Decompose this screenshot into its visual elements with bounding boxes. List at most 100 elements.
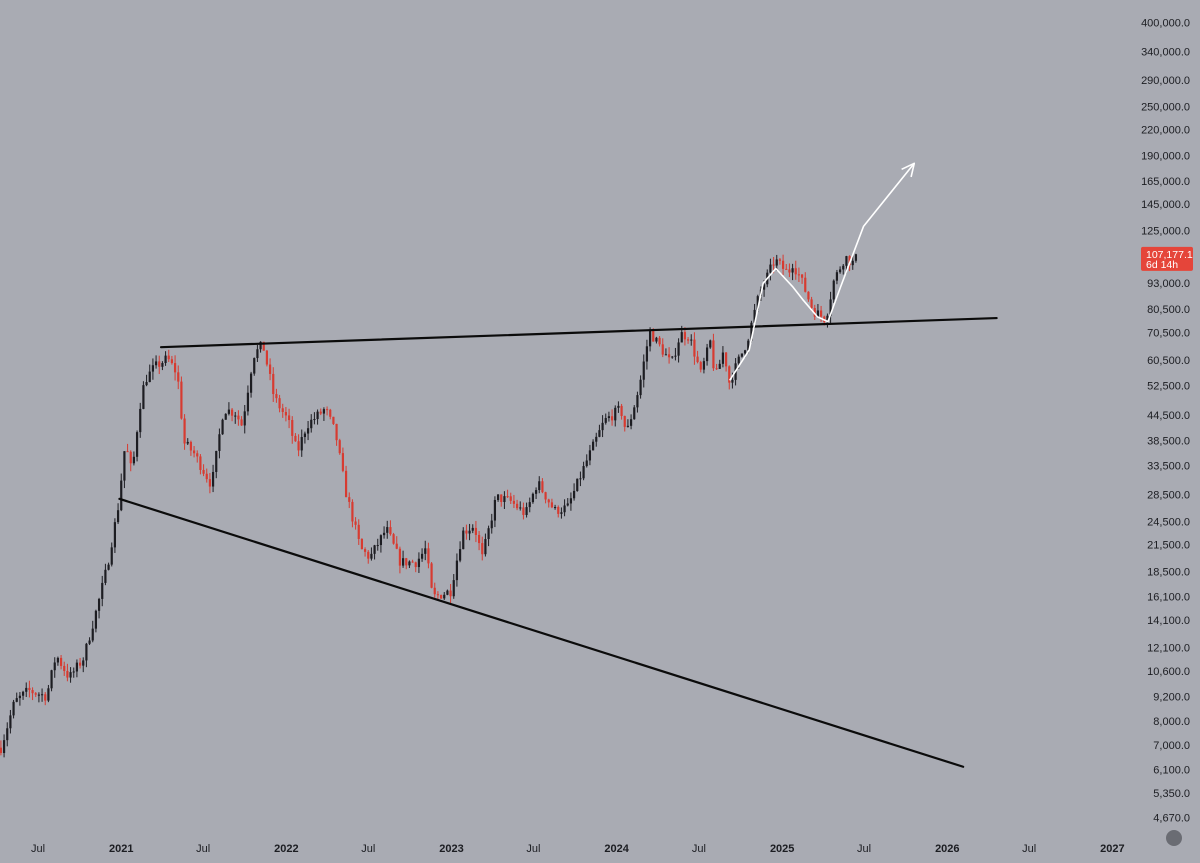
candle <box>72 667 75 678</box>
candle <box>446 589 449 596</box>
candle-body <box>715 368 718 370</box>
candle <box>455 553 459 587</box>
candle-body <box>826 315 829 323</box>
candle <box>335 423 338 446</box>
candle <box>813 304 816 321</box>
candle-body <box>667 354 671 358</box>
candle <box>800 274 804 284</box>
candle-body <box>363 549 367 552</box>
candle <box>424 540 427 561</box>
candle <box>642 354 645 388</box>
candle-body <box>348 497 351 502</box>
candle-body <box>842 265 845 270</box>
candle <box>316 409 319 425</box>
candle <box>778 257 782 265</box>
candle-body <box>633 407 636 420</box>
candle <box>686 337 690 344</box>
price-tick-label: 10,600.0 <box>1147 666 1190 678</box>
candle-body <box>591 441 595 451</box>
time-axis[interactable]: Jul 2021 Jul 2022 Jul 2023 Jul 2024 Jul 2025 Jul 20… <box>31 843 1125 855</box>
candle <box>791 263 794 281</box>
candle <box>804 272 807 293</box>
candle <box>645 339 649 370</box>
candle <box>221 418 224 435</box>
candle-body <box>129 451 132 464</box>
candle <box>291 416 294 444</box>
candle <box>224 413 227 420</box>
candle <box>82 657 85 673</box>
candle <box>12 699 15 719</box>
projection-path[interactable] <box>729 162 916 381</box>
projection-path-line[interactable] <box>729 162 915 381</box>
resistance-trend-line[interactable] <box>159 316 998 349</box>
candle-body <box>848 256 851 266</box>
candle-body <box>690 339 693 341</box>
candle-body <box>500 494 503 502</box>
candle-body <box>50 670 53 689</box>
candle-body <box>224 413 227 420</box>
candle-body <box>496 494 500 500</box>
candle-body <box>778 259 782 261</box>
candle <box>671 355 674 359</box>
candle-body <box>639 379 642 396</box>
candle <box>591 439 595 451</box>
candle-body <box>306 428 310 434</box>
candle <box>712 333 715 371</box>
candle-body <box>281 408 284 412</box>
candle-body <box>2 740 6 754</box>
support-trend-line[interactable] <box>118 497 965 768</box>
candle <box>487 525 490 547</box>
candle-body <box>234 415 237 417</box>
current-price-badge-background <box>1141 246 1193 271</box>
price-tick-label: 7,000.0 <box>1153 740 1190 752</box>
candle-body <box>743 350 747 354</box>
candle <box>158 355 161 375</box>
candle <box>427 542 430 569</box>
candle <box>123 451 126 489</box>
candle-body <box>538 481 541 491</box>
time-tick-label: 2027 <box>1100 843 1124 855</box>
candle <box>604 413 607 425</box>
candle <box>246 385 250 416</box>
candle <box>553 504 557 510</box>
trend-lines[interactable] <box>118 316 998 768</box>
scroll-to-realtime-button[interactable] <box>1166 830 1182 846</box>
candle <box>126 443 129 453</box>
candle <box>544 491 547 504</box>
candle <box>50 669 53 692</box>
candle <box>192 446 196 458</box>
candle-body <box>465 530 468 534</box>
candle <box>398 546 402 574</box>
candle <box>116 503 120 525</box>
candle <box>617 401 620 413</box>
candle-body <box>341 453 345 471</box>
candle-body <box>291 420 294 436</box>
candle-body <box>534 490 538 494</box>
price-axis[interactable]: 400,000.0 340,000.0 290,000.0 250,000.0 220,… <box>1141 18 1190 825</box>
candle <box>522 502 525 520</box>
candle <box>227 402 231 416</box>
candle-body <box>728 366 731 383</box>
candle <box>626 419 630 428</box>
candle-body <box>800 274 804 278</box>
candle <box>607 411 611 422</box>
candle-body <box>145 382 148 386</box>
candle <box>699 360 702 373</box>
candle <box>186 438 189 446</box>
price-tick-label: 44,500.0 <box>1147 410 1190 422</box>
candle-body <box>97 598 101 611</box>
candle <box>386 520 389 539</box>
candle <box>240 416 243 426</box>
candle <box>189 440 193 456</box>
candle-body <box>439 595 443 599</box>
candle-body <box>449 590 452 597</box>
candle-body <box>300 437 303 451</box>
candle-body <box>218 434 221 451</box>
candle-body <box>433 587 436 595</box>
candle-body <box>544 492 547 500</box>
candle-body <box>18 695 22 699</box>
price-tick-label: 290,000.0 <box>1141 75 1190 87</box>
candle <box>471 524 474 534</box>
